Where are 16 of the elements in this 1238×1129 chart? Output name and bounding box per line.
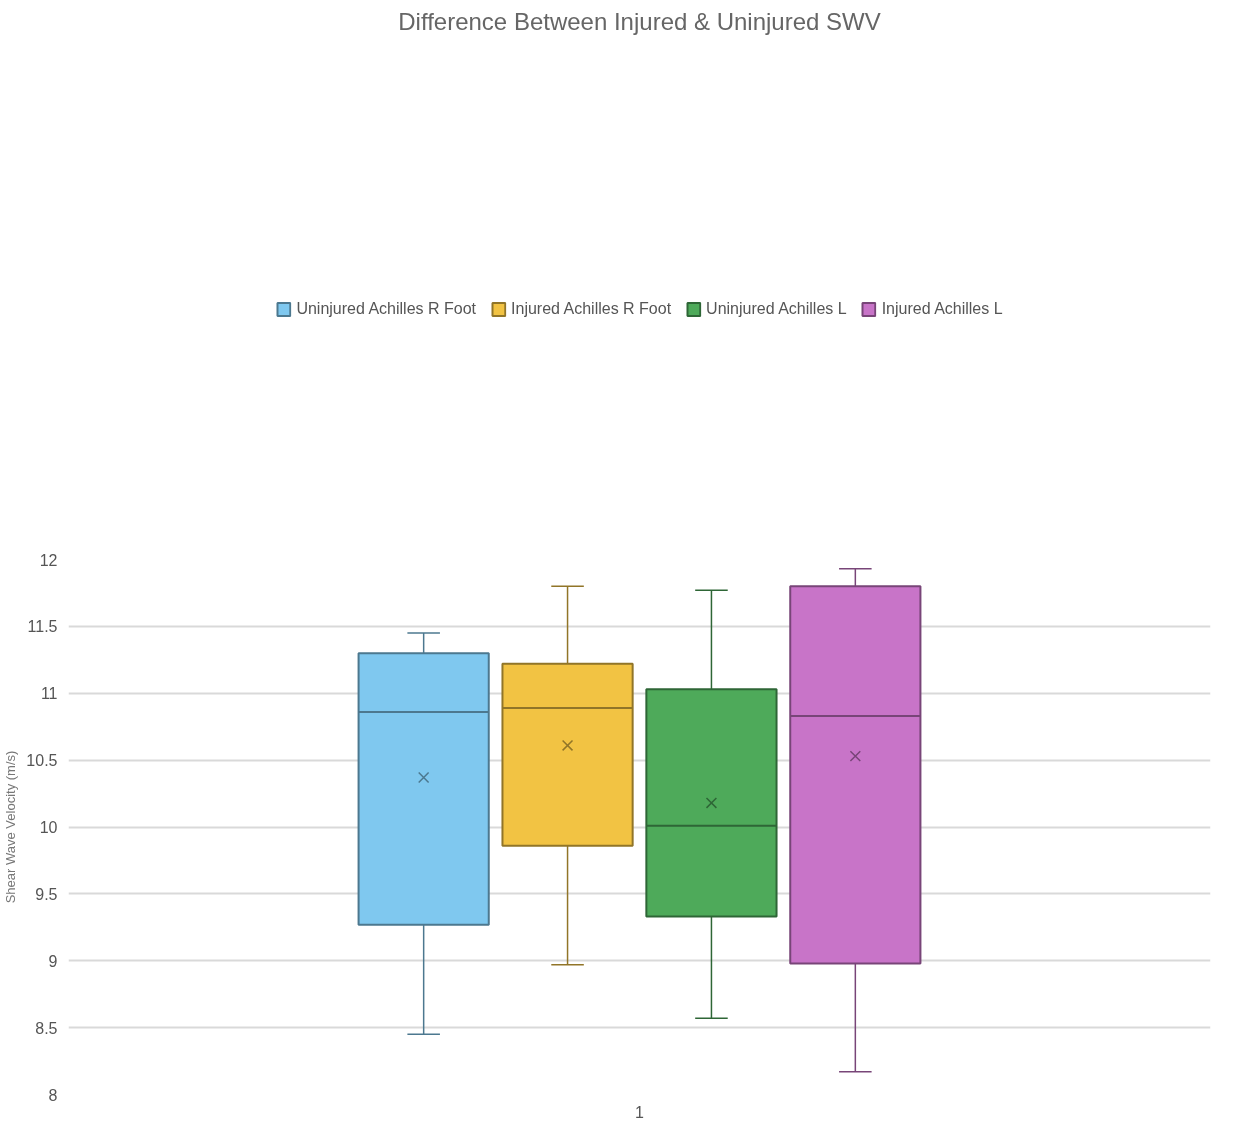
x-tick-label: 1 (635, 1103, 645, 1121)
y-tick-label: 11.5 (27, 618, 58, 636)
y-tick-label: 12 (39, 551, 58, 569)
y-tick-label: 9 (48, 952, 58, 970)
legend-label: Uninjured Achilles L (706, 300, 847, 318)
y-axis-title: Shear Wave Velocity (m/s) (3, 750, 19, 904)
y-tick-label: 11 (40, 685, 58, 703)
y-tick-label: 10.5 (26, 752, 58, 770)
y-tick-label: 10 (39, 819, 58, 836)
legend-label: Injured Achilles R Foot (511, 300, 672, 318)
legend-label: Uninjured Achilles R Foot (296, 300, 477, 318)
y-tick-label: 8 (48, 1086, 58, 1104)
legend-label: Injured Achilles L (881, 300, 1003, 318)
chart-title: Difference Between Injured & Uninjured SWV (398, 7, 881, 35)
y-tick-label: 8.5 (35, 1019, 58, 1037)
y-tick-label: 9.5 (35, 885, 58, 903)
